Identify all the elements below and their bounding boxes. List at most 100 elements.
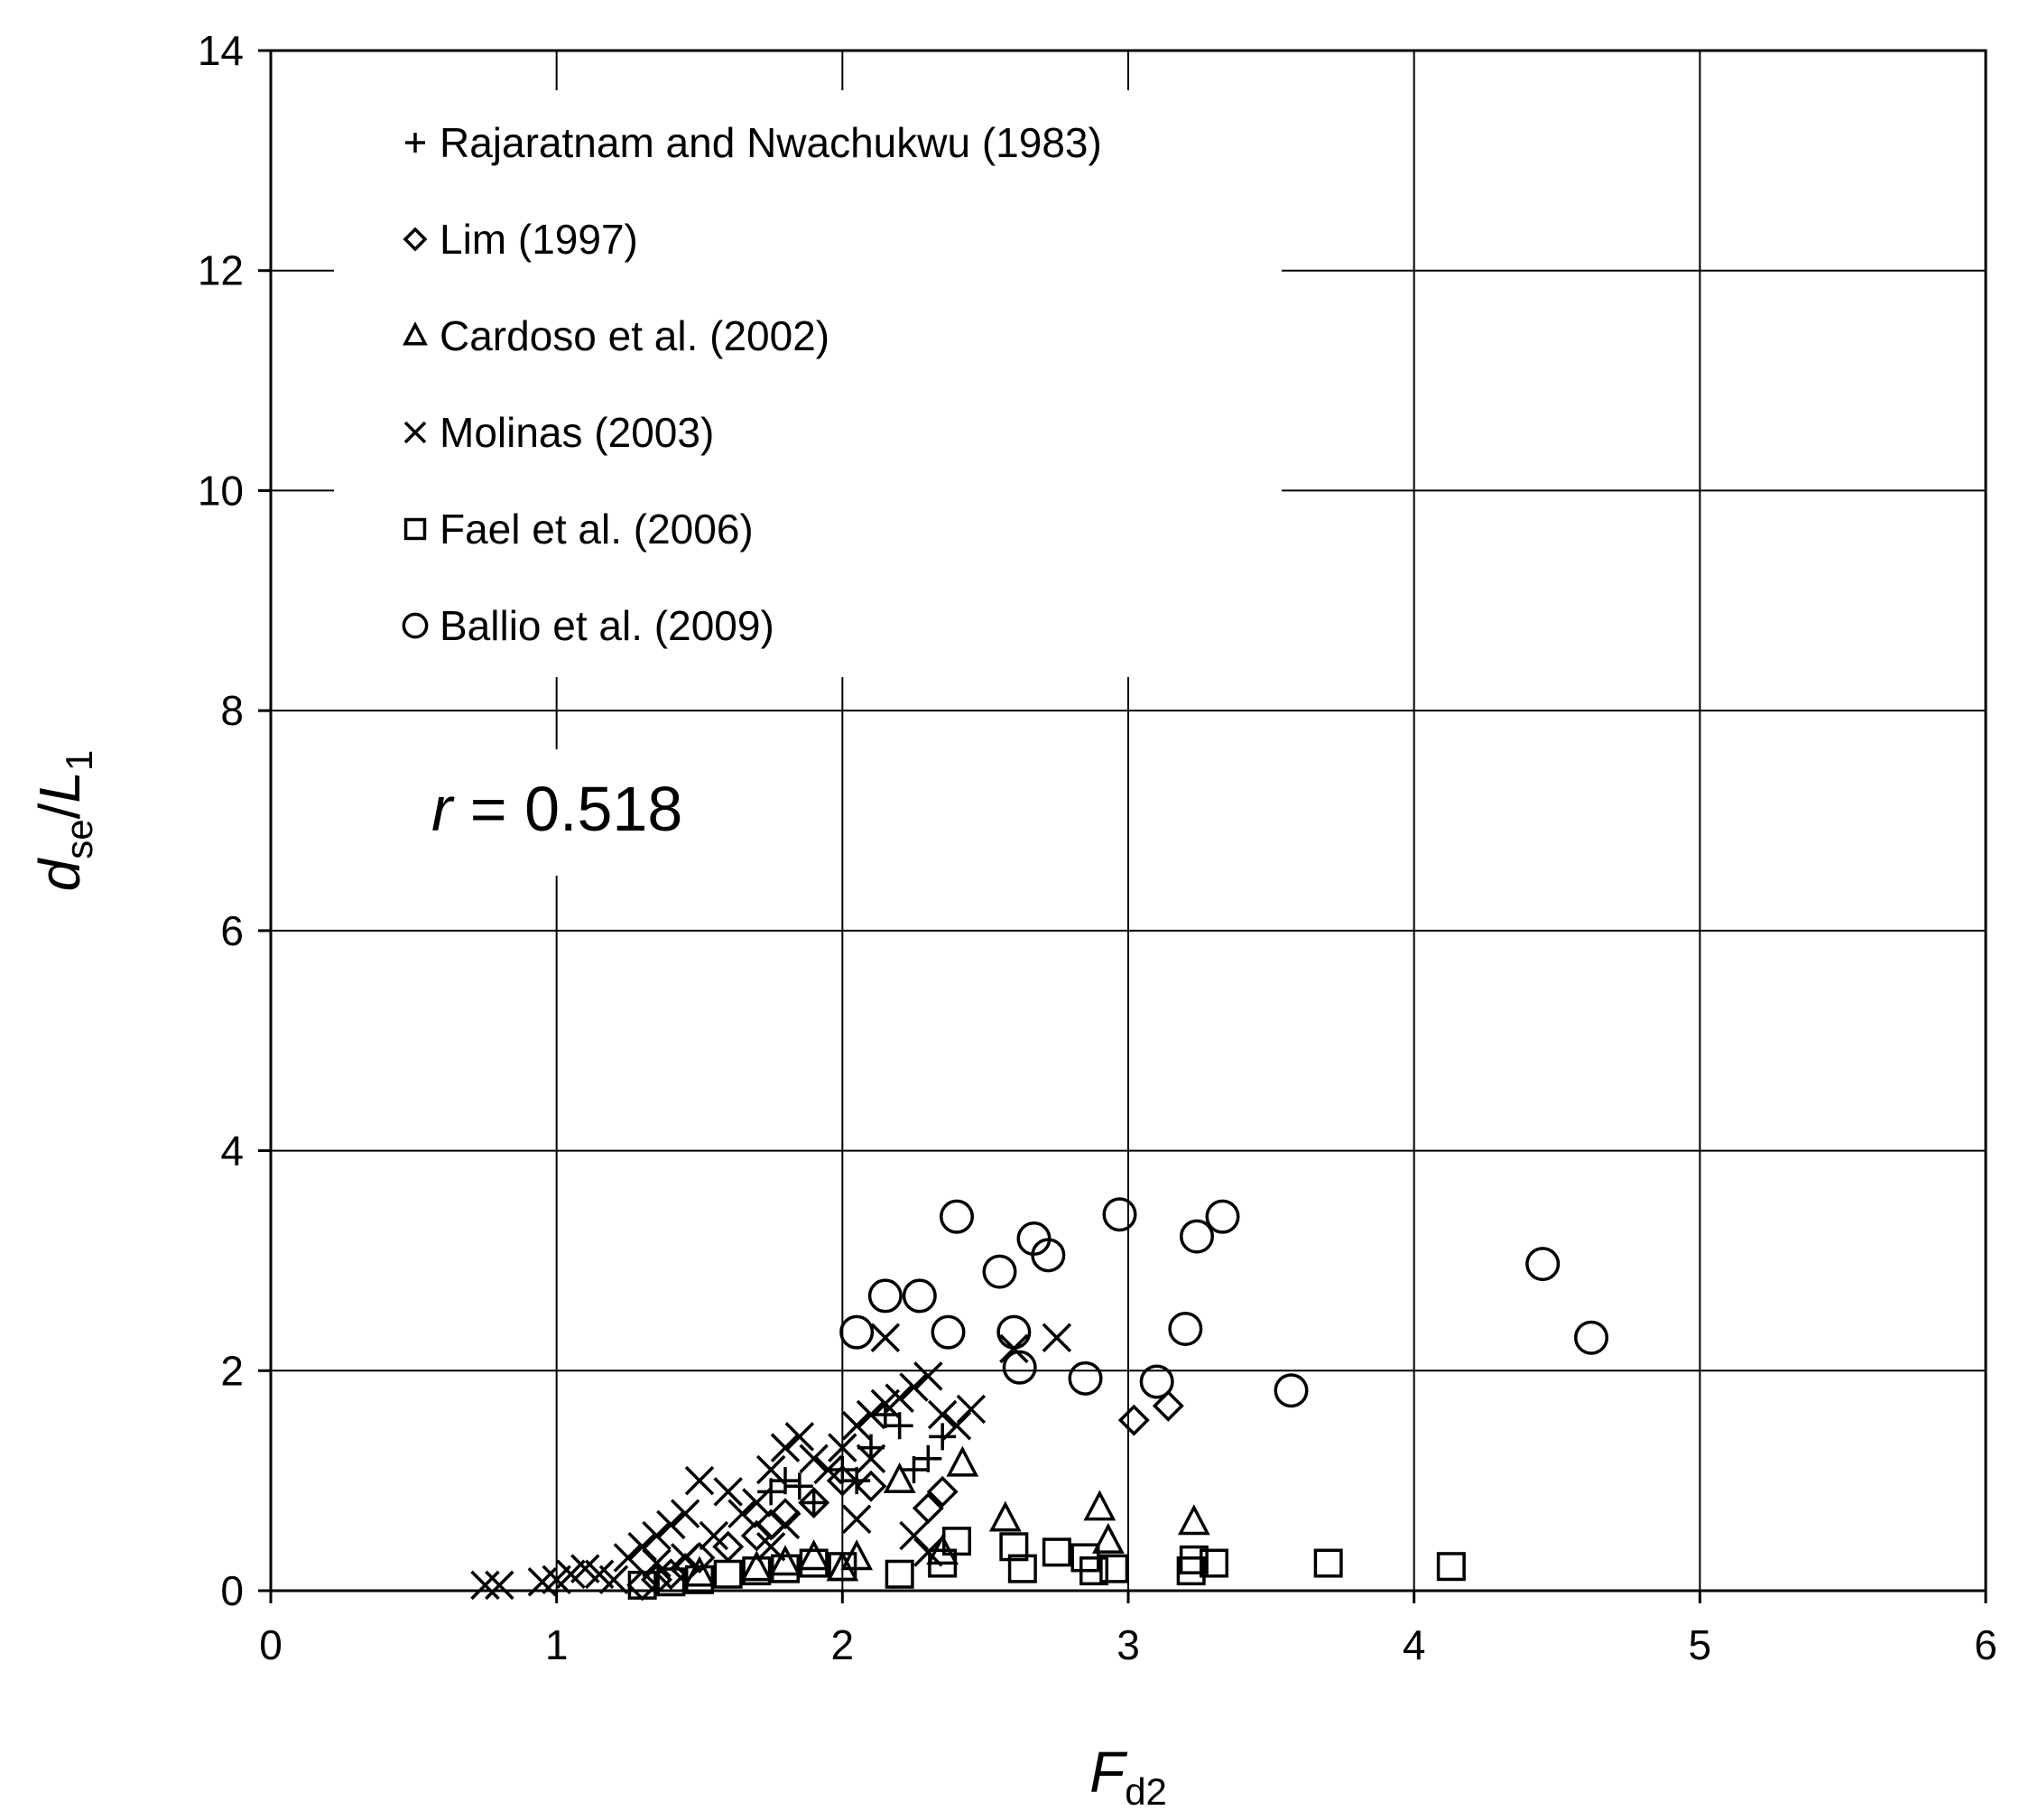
cross-point xyxy=(899,1372,929,1402)
cross-point xyxy=(813,1454,843,1485)
cross-point xyxy=(742,1488,772,1518)
series-square xyxy=(627,1527,1466,1600)
y-axis-title-main: d xyxy=(27,857,92,891)
circle-point xyxy=(1002,1350,1037,1385)
square-point xyxy=(1179,1545,1209,1574)
legend-label: Rajaratnam and Nwachukwu (1983) xyxy=(440,119,1102,166)
plus-point xyxy=(829,1455,857,1483)
circle-point xyxy=(867,1278,903,1314)
legend-cross-icon xyxy=(403,421,427,444)
circle-point xyxy=(982,1254,1017,1289)
y-tick-label: 4 xyxy=(220,1128,244,1175)
legend-square-icon xyxy=(403,517,427,541)
square-point xyxy=(1436,1552,1466,1582)
y-tick-label: 2 xyxy=(220,1347,244,1394)
triangle-point xyxy=(883,1462,916,1493)
cross-point xyxy=(642,1520,672,1551)
circle-point xyxy=(1574,1320,1608,1355)
legend-triangle-icon xyxy=(403,321,428,346)
y-tick-label: 6 xyxy=(220,907,244,954)
cross-point xyxy=(699,1520,729,1551)
x-tick-label: 2 xyxy=(831,1621,855,1668)
triangle-point xyxy=(797,1539,830,1571)
circle-point xyxy=(1205,1199,1240,1234)
triangle-point xyxy=(683,1555,716,1587)
y-tick-label: 8 xyxy=(220,687,244,734)
circle-point xyxy=(931,1314,966,1350)
square-point xyxy=(1313,1548,1343,1578)
diamond-point xyxy=(1117,1404,1150,1436)
cross-point xyxy=(870,1323,901,1352)
correlation-annotation: r = 0.518 xyxy=(431,774,682,844)
circle-point xyxy=(1139,1364,1174,1399)
diamond-point xyxy=(798,1487,830,1518)
legend-label: Fael et al. (2006) xyxy=(440,506,754,552)
square-point xyxy=(1042,1537,1071,1567)
diamond-point xyxy=(926,1475,959,1508)
cross-point xyxy=(913,1361,943,1391)
circle-point xyxy=(1525,1247,1561,1282)
legend-diamond-icon xyxy=(403,227,428,252)
legend-label: Ballio et al. (2009) xyxy=(440,602,774,649)
cross-point xyxy=(770,1509,801,1540)
circle-point xyxy=(839,1314,875,1350)
y-axis-title-sub: se xyxy=(58,819,100,859)
y-axis-title-slash: / xyxy=(27,803,92,819)
annotation-value: = 0.518 xyxy=(452,774,682,844)
circle-point xyxy=(1031,1238,1066,1273)
legend-label: Cardoso et al. (2002) xyxy=(440,312,829,359)
square-point xyxy=(999,1532,1029,1562)
legend-label: Molinas (2003) xyxy=(440,409,714,456)
cross-point xyxy=(755,1454,786,1485)
circle-point xyxy=(902,1278,937,1314)
x-tick-label: 6 xyxy=(1974,1621,1997,1668)
triangle-point xyxy=(988,1500,1022,1532)
cross-point xyxy=(1042,1323,1072,1352)
plus-point xyxy=(914,1444,942,1472)
series-circle xyxy=(839,1197,1608,1408)
circle-point xyxy=(1274,1373,1309,1408)
cross-point xyxy=(770,1433,801,1462)
triangle-point xyxy=(740,1550,774,1582)
square-point xyxy=(1200,1548,1228,1578)
cross-point xyxy=(856,1399,886,1430)
square-point xyxy=(713,1559,743,1589)
y-tick-label: 12 xyxy=(198,247,244,294)
x-tick-label: 3 xyxy=(1117,1621,1140,1668)
square-point xyxy=(771,1554,800,1583)
triangle-point xyxy=(769,1545,802,1576)
cross-point xyxy=(841,1504,872,1535)
cross-point xyxy=(656,1509,686,1540)
series-plus xyxy=(757,1401,957,1517)
annotation-variable: r xyxy=(431,774,455,844)
square-point xyxy=(828,1552,857,1582)
diamond-point xyxy=(855,1470,887,1502)
x-axis-title: Fd2 xyxy=(1089,1740,1167,1813)
square-point xyxy=(1007,1554,1037,1583)
cross-point xyxy=(828,1433,857,1462)
cross-point xyxy=(885,1383,914,1413)
cross-point xyxy=(684,1465,715,1496)
circle-point xyxy=(1180,1219,1214,1254)
circle-point xyxy=(996,1314,1032,1350)
y-axis-title-main2: L xyxy=(27,771,92,803)
square-point xyxy=(885,1559,914,1589)
cross-point xyxy=(784,1422,815,1452)
square-point xyxy=(656,1567,686,1597)
triangle-point xyxy=(1177,1504,1210,1536)
legend-circle-icon xyxy=(402,612,429,639)
triangle-point xyxy=(1091,1522,1125,1554)
plus-point xyxy=(900,1455,928,1483)
legend-background xyxy=(334,90,1282,677)
diamond-point xyxy=(769,1498,802,1530)
x-tick-label: 1 xyxy=(545,1621,569,1668)
x-tick-label: 4 xyxy=(1403,1621,1426,1668)
square-point xyxy=(1176,1556,1206,1586)
circle-point xyxy=(940,1199,974,1234)
cross-point xyxy=(670,1499,700,1528)
circle-point xyxy=(1168,1311,1203,1346)
y-axis-title-sub2: 1 xyxy=(58,750,100,771)
square-point xyxy=(1079,1556,1108,1586)
